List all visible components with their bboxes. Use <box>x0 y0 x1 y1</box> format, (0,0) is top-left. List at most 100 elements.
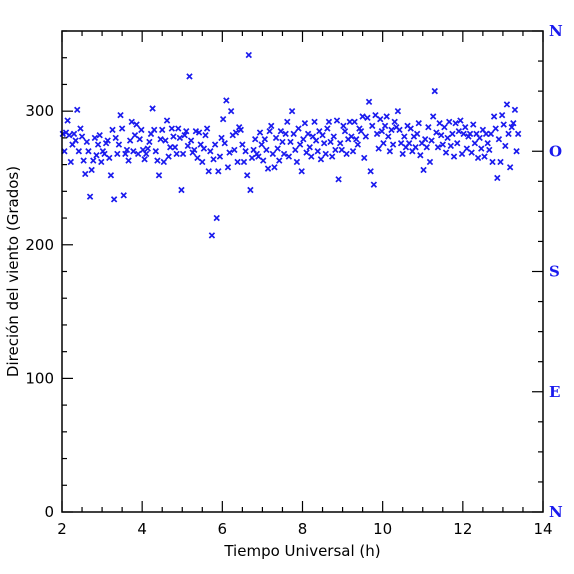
data-point <box>167 144 174 151</box>
data-point <box>380 140 387 147</box>
data-point <box>276 157 283 164</box>
data-point <box>74 106 81 114</box>
data-point <box>232 129 240 136</box>
data-point <box>401 133 408 140</box>
data-point <box>346 118 353 126</box>
data-point <box>295 125 302 132</box>
data-point <box>261 136 269 143</box>
compass-label: E <box>549 383 560 401</box>
data-point <box>292 146 299 154</box>
data-point <box>202 132 209 139</box>
data-point <box>96 132 103 139</box>
data-point <box>397 140 405 147</box>
data-point <box>115 141 123 148</box>
data-point <box>155 172 163 179</box>
data-point <box>144 145 151 152</box>
data-point <box>378 128 386 135</box>
data-point <box>170 133 177 140</box>
data-point <box>447 142 455 150</box>
y-tick-label: 200 <box>25 236 54 254</box>
data-point <box>110 196 118 203</box>
data-point <box>497 158 504 166</box>
data-point <box>181 132 188 139</box>
data-point <box>215 168 222 175</box>
data-point <box>210 156 217 163</box>
data-point <box>282 130 289 138</box>
data-point <box>362 133 370 140</box>
data-point <box>396 126 403 134</box>
data-point <box>219 115 227 123</box>
data-point <box>426 158 434 166</box>
data-point <box>80 157 87 164</box>
data-point <box>114 150 121 158</box>
data-point <box>417 152 424 159</box>
data-point <box>118 125 126 132</box>
data-point <box>500 121 507 128</box>
data-point <box>200 145 208 152</box>
data-point <box>370 181 378 188</box>
data-point <box>433 129 440 136</box>
data-point <box>183 128 190 135</box>
data-point <box>492 125 499 132</box>
data-point <box>122 150 129 158</box>
data-point <box>372 111 379 119</box>
data-point <box>203 125 211 132</box>
x-tick-label: 14 <box>533 520 552 538</box>
data-point <box>284 118 291 126</box>
data-point <box>240 158 248 166</box>
data-point <box>373 130 381 138</box>
data-point <box>484 140 491 147</box>
data-point <box>463 145 471 152</box>
data-point <box>271 164 278 171</box>
data-point <box>154 157 161 164</box>
data-point <box>128 118 135 126</box>
plot-frame <box>61 30 544 513</box>
data-point <box>207 148 214 155</box>
data-point <box>234 158 241 166</box>
data-point <box>300 136 307 143</box>
data-point <box>279 138 286 146</box>
data-point <box>274 145 281 152</box>
data-point <box>462 123 469 131</box>
data-point <box>421 136 429 143</box>
data-point <box>77 125 84 132</box>
data-point <box>125 157 132 164</box>
data-point <box>437 132 445 139</box>
data-point <box>439 141 446 148</box>
data-point <box>231 146 238 154</box>
data-point <box>357 128 365 135</box>
data-point <box>242 148 249 155</box>
data-point <box>446 118 453 126</box>
data-point <box>505 130 512 138</box>
data-point <box>191 146 198 154</box>
data-point <box>91 134 99 142</box>
data-point <box>428 137 435 144</box>
data-point <box>375 145 382 152</box>
data-point <box>486 146 493 154</box>
data-point <box>330 133 337 140</box>
data-point <box>510 119 517 127</box>
data-point <box>405 140 413 147</box>
data-point <box>287 138 294 146</box>
data-point <box>487 130 495 138</box>
data-point <box>268 122 275 130</box>
data-point <box>503 101 511 108</box>
data-point <box>353 136 360 143</box>
data-point <box>301 119 309 127</box>
data-point <box>78 133 86 140</box>
data-point <box>82 170 89 178</box>
data-point <box>93 152 100 159</box>
x-tick-label: 12 <box>453 520 472 538</box>
data-point <box>269 150 277 158</box>
data-point <box>389 141 397 148</box>
data-point <box>64 117 71 124</box>
data-point <box>149 105 156 112</box>
y-axis-title: Direción del viento (Grados) <box>4 166 22 377</box>
data-point <box>288 107 296 115</box>
data-point <box>194 154 201 162</box>
data-point <box>107 172 115 179</box>
data-point <box>441 123 448 131</box>
data-point <box>399 150 406 158</box>
data-point <box>112 134 119 142</box>
